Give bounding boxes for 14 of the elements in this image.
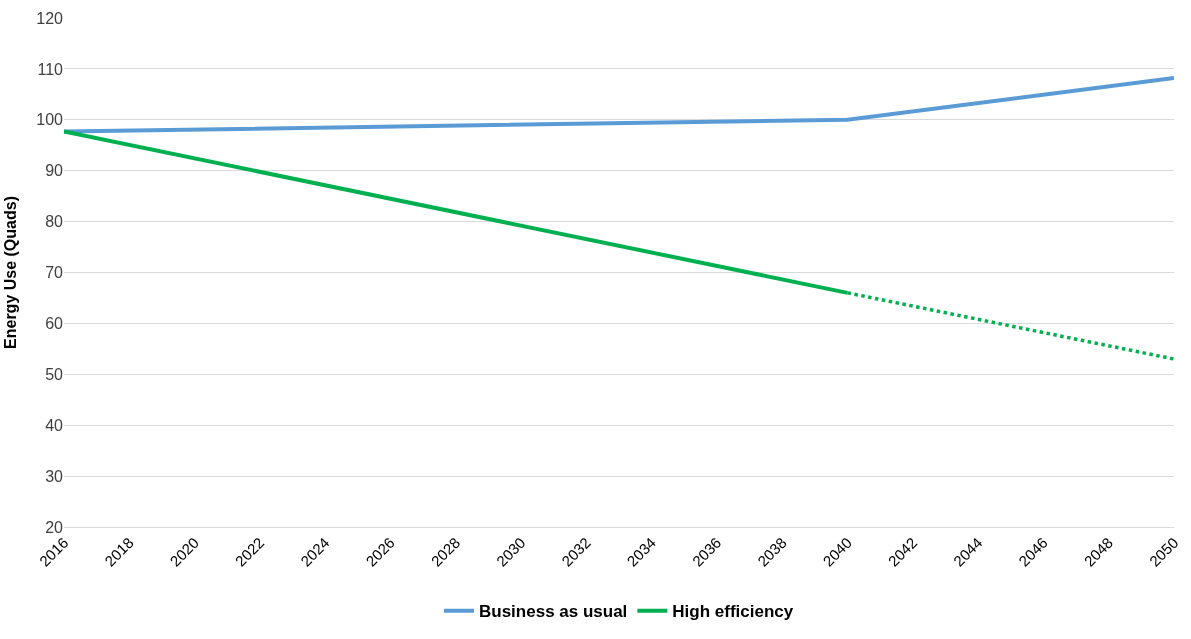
y-tick-label: 90 — [45, 162, 64, 180]
y-tick-label: 20 — [45, 518, 64, 536]
y-tick-label: 100 — [36, 111, 64, 129]
y-tick-label: 80 — [45, 213, 64, 231]
y-tick-label: 30 — [45, 467, 64, 485]
y-tick-label: 110 — [37, 60, 64, 78]
y-tick-label: 60 — [45, 315, 64, 332]
y-axis-title: Energy Use (Quads) — [2, 196, 20, 349]
y-tick-label: 50 — [45, 365, 64, 383]
y-tick-label: 40 — [45, 416, 64, 434]
y-tick-label: 120 — [36, 9, 64, 27]
legend-label: Business as usual — [479, 602, 628, 622]
legend-label: High efficiency — [672, 602, 794, 622]
y-tick-label: 70 — [45, 264, 64, 282]
